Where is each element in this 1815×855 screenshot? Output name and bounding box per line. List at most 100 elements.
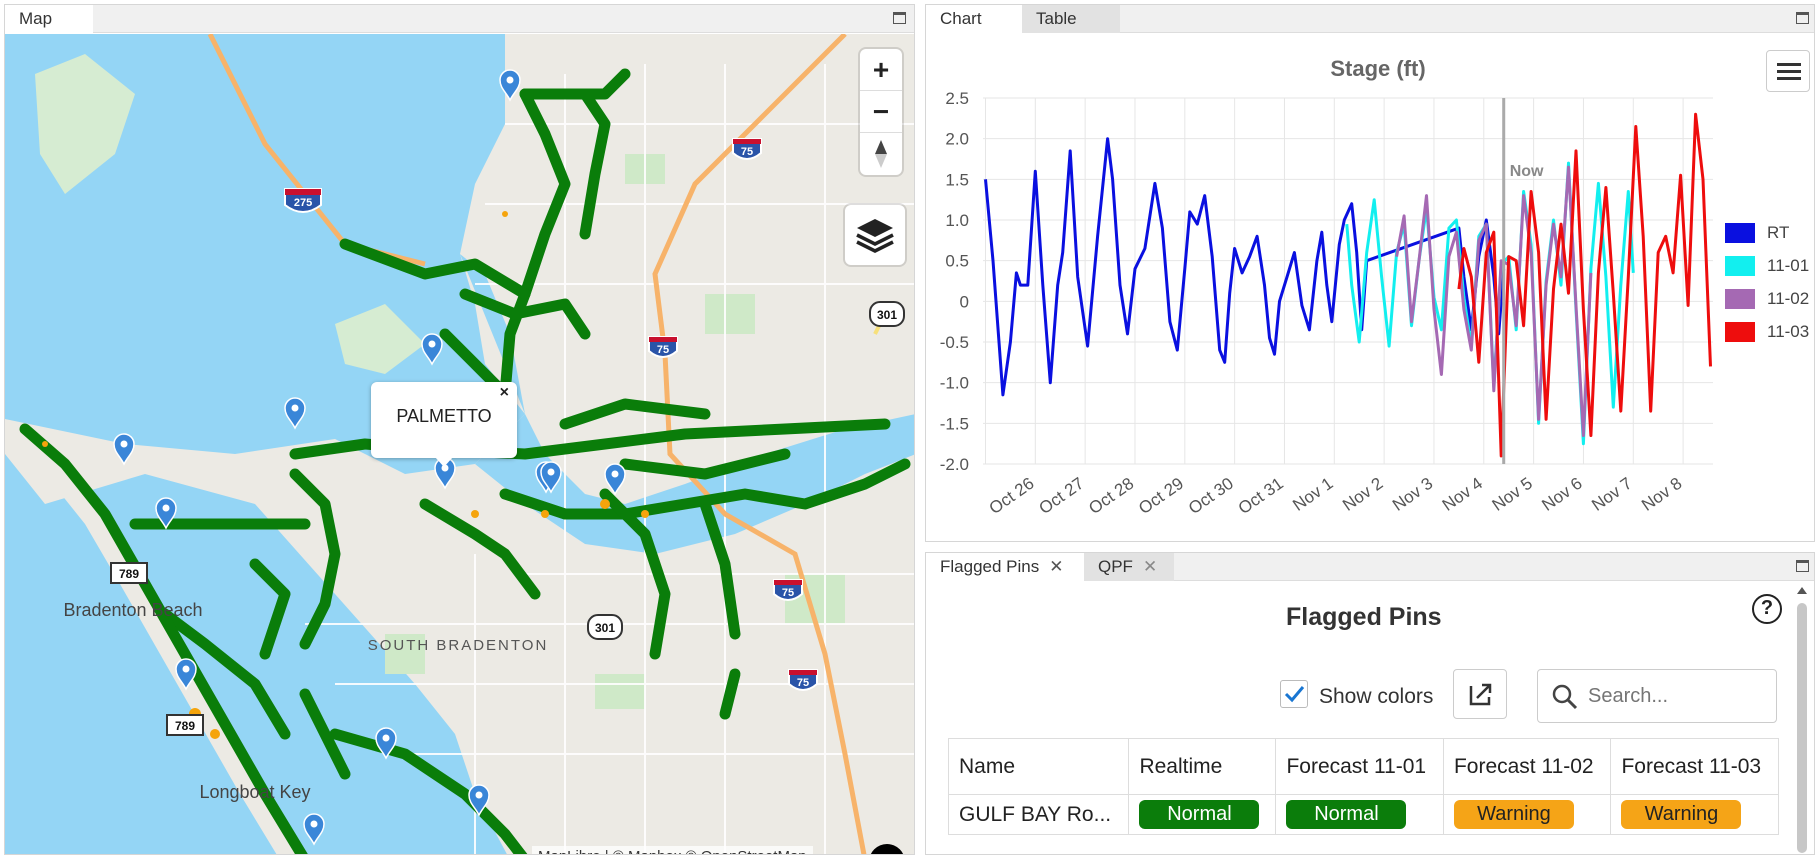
legend-item-11-03[interactable]: 11-03	[1725, 322, 1809, 342]
status-cell: Warning	[1610, 794, 1779, 835]
map-attribution[interactable]: MapLibre | © Mapbox © OpenStreetMap	[532, 846, 813, 854]
series-line-RT[interactable]	[984, 137, 1506, 397]
compass-button[interactable]	[860, 133, 902, 175]
status-cell: Normal	[1128, 794, 1277, 835]
show-colors-label: Show colors	[1319, 685, 1434, 708]
x-tick-label: Nov 3	[1389, 474, 1436, 515]
attribution-toggle-icon[interactable]	[869, 844, 905, 854]
stage-chart: Stage (ft) 2.5 2.0 1.5 1.0 0.5 0 -0.5 -1.0 -1.5 -…	[940, 56, 1713, 518]
street-grid	[305, 64, 914, 854]
map-tabbar: Map	[5, 5, 914, 33]
map-canvas[interactable]: 275 75 75 75 75 301 301 789 789 Bradento…	[5, 34, 914, 854]
column-header[interactable]: Forecast 11-03	[1610, 738, 1779, 795]
place-label: Longboat Key	[199, 782, 310, 802]
series-line-11-03[interactable]	[1457, 112, 1712, 458]
search-input[interactable]	[1588, 682, 1768, 710]
map-pin-icon[interactable]	[113, 433, 135, 466]
flagged-tabbar: Flagged Pins ✕ QPF ✕	[926, 553, 1814, 581]
export-button[interactable]	[1453, 669, 1507, 719]
map-pin-icon[interactable]	[303, 813, 325, 846]
status-badge: Normal	[1286, 800, 1407, 829]
export-icon	[1469, 683, 1492, 706]
status-cell: Normal	[1275, 794, 1444, 835]
tab-map[interactable]: Map	[5, 5, 93, 33]
column-header[interactable]: Name	[947, 738, 1130, 795]
y-tick-label: 1.0	[945, 211, 969, 230]
map-pin-icon[interactable]	[604, 463, 626, 496]
chart-tabbar: Chart Table	[926, 5, 1814, 33]
x-tick-label: Nov 4	[1439, 474, 1486, 515]
maximize-icon[interactable]	[893, 12, 906, 24]
park	[385, 634, 425, 674]
tab-qpf[interactable]: QPF ✕	[1084, 553, 1174, 581]
close-icon[interactable]: ✕	[1142, 557, 1158, 576]
column-header[interactable]: Realtime	[1128, 738, 1277, 795]
flagged-pins-panel: Flagged Pins ✕ QPF ✕ Flagged Pins ? Show c…	[925, 552, 1815, 855]
x-tick-label: Oct 26	[986, 474, 1038, 518]
map-pin-icon[interactable]	[155, 497, 177, 530]
legend-label: RT	[1767, 223, 1790, 242]
popup-close-icon[interactable]: ×	[499, 384, 509, 401]
y-tick-label: 0	[960, 292, 969, 311]
show-colors-checkbox[interactable]	[1280, 680, 1308, 708]
map-popup: × PALMETTO	[371, 382, 517, 467]
chart-menu-button[interactable]	[1766, 50, 1810, 92]
legend-item-11-01[interactable]: 11-01	[1725, 256, 1809, 276]
legend-label: 11-03	[1767, 322, 1810, 341]
table-header-row: Name Realtime Forecast 11-01 Forecast 11…	[947, 738, 1779, 795]
manatee-river	[460, 254, 914, 554]
maximize-icon[interactable]	[1796, 12, 1809, 24]
status-badge: Warning	[1621, 800, 1742, 829]
map-pin-icon[interactable]	[499, 69, 521, 102]
map-pin-icon[interactable]	[540, 461, 562, 494]
tab-flagged-pins[interactable]: Flagged Pins ✕	[926, 553, 1084, 581]
column-header[interactable]: Forecast 11-01	[1275, 738, 1444, 795]
y-tick-label: 0.5	[945, 252, 969, 271]
close-icon[interactable]: ✕	[1049, 557, 1064, 576]
x-tick-label: Oct 31	[1235, 474, 1287, 518]
scrollbar-thumb[interactable]	[1797, 603, 1807, 853]
zoom-out-button[interactable]: −	[860, 91, 902, 133]
series-line-11-02[interactable]	[1395, 165, 1593, 437]
shield-text: 275	[294, 197, 312, 209]
layers-icon	[856, 219, 894, 253]
tab-table[interactable]: Table	[1022, 5, 1120, 33]
park-island	[335, 304, 425, 374]
y-axis: 2.5 2.0 1.5 1.0 0.5 0 -0.5 -1.0 -1.5 -2.0	[940, 89, 969, 474]
maximize-icon[interactable]	[1796, 560, 1809, 572]
legend-item-RT[interactable]: RT	[1725, 223, 1789, 243]
map-pin-icon[interactable]	[175, 658, 197, 691]
now-marker: Now	[1502, 98, 1544, 464]
y-tick-label: 2.0	[945, 130, 969, 149]
x-tick-label: Oct 30	[1185, 474, 1237, 518]
now-label: Now	[1510, 163, 1544, 180]
legend-swatch	[1725, 289, 1755, 309]
shield-text: 75	[782, 587, 794, 599]
layers-button[interactable]	[845, 205, 905, 265]
y-tick-label: -1.5	[940, 414, 969, 433]
scroll-up-icon[interactable]	[1797, 587, 1807, 594]
shield-text: 301	[877, 308, 897, 322]
zoom-controls: + −	[860, 49, 902, 175]
x-tick-label: Oct 27	[1036, 474, 1088, 518]
shield-text: 75	[657, 344, 669, 356]
status-cell: Warning	[1442, 794, 1612, 835]
help-icon[interactable]: ?	[1752, 594, 1782, 624]
zoom-in-button[interactable]: +	[860, 49, 902, 91]
shield-text: 789	[119, 567, 139, 581]
tab-chart[interactable]: Chart	[926, 5, 1022, 33]
map-pin-icon[interactable]	[468, 784, 490, 817]
map-pin-icon[interactable]	[421, 333, 443, 366]
table-row[interactable]: GULF BAY Ro... Normal Normal Warning War…	[947, 794, 1779, 835]
park-island	[35, 54, 135, 194]
map-pin-icon[interactable]	[284, 397, 306, 430]
map-pin-icon[interactable]	[375, 727, 397, 760]
shield-text: 75	[797, 677, 809, 689]
legend-item-11-02[interactable]: 11-02	[1725, 289, 1809, 309]
legend-swatch	[1725, 223, 1755, 243]
x-tick-label: Nov 2	[1339, 474, 1386, 515]
legend-label: 11-01	[1767, 256, 1810, 275]
column-header[interactable]: Forecast 11-02	[1442, 738, 1612, 795]
search-box[interactable]	[1537, 669, 1777, 723]
x-tick-label: Nov 7	[1588, 474, 1635, 515]
